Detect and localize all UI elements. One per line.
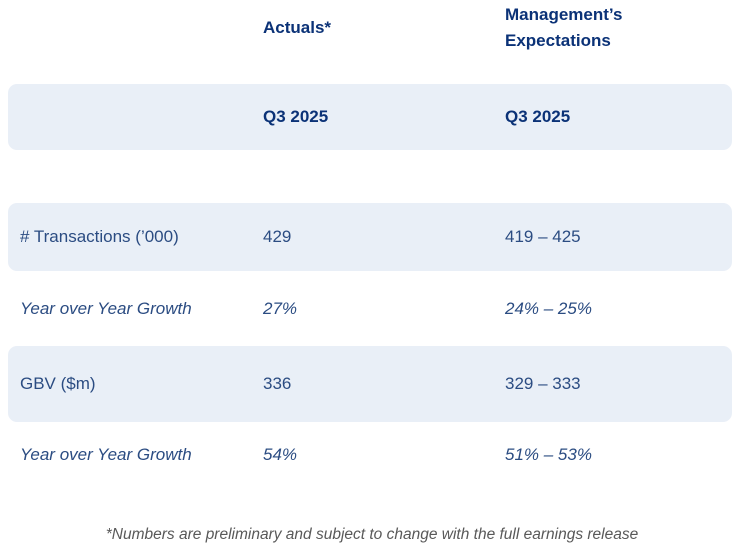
transactions-yoy-actual-value: 27% xyxy=(263,298,298,318)
gbv-actual-value: 336 xyxy=(263,374,292,393)
row-label-yoy-growth: Year over Year Growth xyxy=(20,445,192,464)
expectations-period: Q3 2025 xyxy=(505,107,571,126)
transactions-actual-value: 429 xyxy=(263,227,292,246)
footnote-text: *Numbers are preliminary and subject to … xyxy=(105,526,639,543)
column-header-management-expectations: Management’s Expectations xyxy=(505,5,623,50)
row-label-yoy-growth: Year over Year Growth xyxy=(20,298,192,318)
gbv-expectation-range: 329 – 333 xyxy=(505,374,581,393)
transactions-yoy-expectation-range: 24% – 25% xyxy=(505,298,592,318)
table-header-row: Actuals* Management’s Expectations xyxy=(0,0,744,84)
table-row-transactions-yoy-growth: Year over Year Growth 27% 24% – 25% xyxy=(0,271,744,346)
table-row-gbv-yoy-growth: Year over Year Growth 54% 51% – 53% xyxy=(0,422,744,488)
column-header-actuals: Actuals* xyxy=(263,18,332,37)
transactions-expectation-range: 419 – 425 xyxy=(505,227,581,246)
table-row-transactions: # Transactions (’000) 429 419 – 425 xyxy=(8,203,732,271)
table-row-gbv: GBV ($m) 336 329 – 333 xyxy=(8,346,732,422)
footnote-row: *Numbers are preliminary and subject to … xyxy=(0,488,744,559)
gbv-yoy-expectation-range: 51% – 53% xyxy=(505,445,592,464)
gbv-yoy-actual-value: 54% xyxy=(263,445,298,464)
row-label-transactions: # Transactions (’000) xyxy=(20,227,179,246)
row-label-gbv: GBV ($m) xyxy=(20,374,96,393)
period-subheader-row: Q3 2025 Q3 2025 xyxy=(8,84,732,150)
actuals-period: Q3 2025 xyxy=(263,107,329,126)
